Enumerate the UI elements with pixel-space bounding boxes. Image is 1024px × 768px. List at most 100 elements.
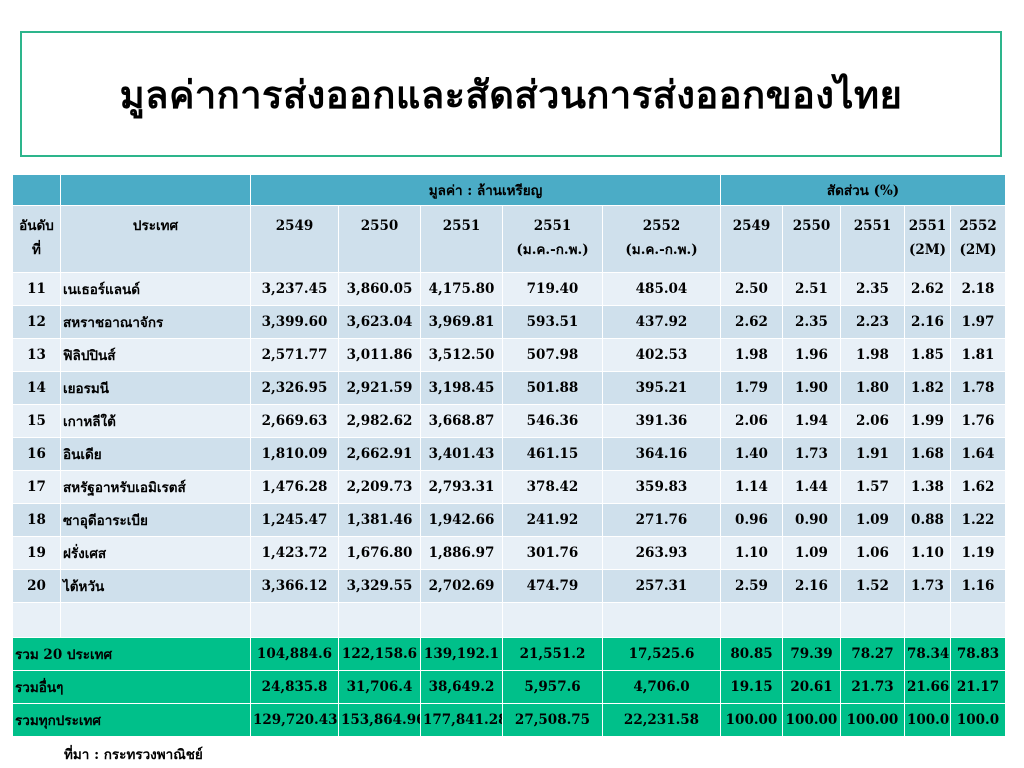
share-cell: 1.38 (904, 470, 951, 504)
share-cell: 1.57 (840, 470, 905, 504)
value-column-header: 2551 (420, 205, 503, 273)
value-cell: 1,676.80 (338, 536, 421, 570)
total-value-cell: 129,720.43 (250, 703, 339, 737)
value-cell: 1,423.72 (250, 536, 339, 570)
total-share-cell: 100.0 (949, 703, 1007, 737)
share-cell: 1.22 (949, 503, 1007, 537)
column-year: 2552 (642, 218, 681, 234)
total-value-cell: 31,706.4 (338, 670, 421, 704)
total-share-cell: 20.61 (782, 670, 841, 704)
value-cell: 1,886.97 (420, 536, 503, 570)
share-cell: 1.99 (904, 404, 951, 438)
rank-cell: 14 (12, 371, 61, 405)
column-header-row: อันดับที่ ประเทศ 2549 2550 2551 2551 (ม.ค.-ก.พ… (12, 205, 1007, 273)
share-cell: 1.10 (720, 536, 783, 570)
share-cell: 2.50 (720, 272, 783, 306)
share-cell: 1.98 (840, 338, 905, 372)
value-cell: 1,476.28 (250, 470, 339, 504)
value-cell: 395.21 (602, 371, 721, 405)
share-cell: 1.10 (904, 536, 951, 570)
share-cell: 0.96 (720, 503, 783, 537)
value-cell: 1,810.09 (250, 437, 339, 471)
value-cell: 4,175.80 (420, 272, 503, 306)
value-cell: 1,245.47 (250, 503, 339, 537)
rank-header-line: ที่ (32, 242, 41, 258)
share-cell: 1.82 (904, 371, 951, 405)
country-cell: ฝรั่งเศส (60, 536, 251, 570)
total-share-cell: 21.17 (949, 670, 1007, 704)
value-cell: 1,942.66 (420, 503, 503, 537)
empty-cell (782, 602, 841, 638)
total-value-cell: 104,884.6 (250, 637, 339, 671)
value-cell: 2,662.91 (338, 437, 421, 471)
column-year: 2550 (360, 218, 399, 234)
empty-cell (420, 602, 503, 638)
share-cell: 1.90 (782, 371, 841, 405)
rank-header-line: อันดับ (19, 218, 54, 234)
rank-cell: 18 (12, 503, 61, 537)
value-cell: 593.51 (502, 305, 603, 339)
share-cell: 1.06 (840, 536, 905, 570)
country-cell: ซาอุดีอาระเบีย (60, 503, 251, 537)
table-row: 11 เนเธอร์แลนด์ 3,237.45 3,860.05 4,175.80 71… (12, 272, 1007, 306)
value-cell: 3,512.50 (420, 338, 503, 372)
empty-cell (338, 602, 421, 638)
share-cell: 1.68 (904, 437, 951, 471)
value-cell: 241.92 (502, 503, 603, 537)
total-share-cell: 78.83 (949, 637, 1007, 671)
total-value-cell: 153,864.96 (338, 703, 421, 737)
value-cell: 437.92 (602, 305, 721, 339)
empty-cell (949, 602, 1007, 638)
total-value-cell: 4,706.0 (602, 670, 721, 704)
rank-cell: 15 (12, 404, 61, 438)
empty-cell (720, 602, 783, 638)
share-cell: 1.19 (949, 536, 1007, 570)
table-row: 12 สหราชอาณาจักร 3,399.60 3,623.04 3,969.81 5… (12, 305, 1007, 339)
value-cell: 546.36 (502, 404, 603, 438)
value-cell: 301.76 (502, 536, 603, 570)
empty-row (12, 602, 1007, 638)
empty-cell (904, 602, 951, 638)
column-year: 2549 (275, 218, 314, 234)
source-note: ที่มา : กระทรวงพาณิชย์ (64, 747, 203, 763)
share-cell: 1.80 (840, 371, 905, 405)
title-box: มูลค่าการส่งออกและสัดส่วนการส่งออกของไทย (20, 31, 1002, 157)
total-value-cell: 22,231.58 (602, 703, 721, 737)
share-cell: 1.52 (840, 569, 905, 603)
share-cell: 1.14 (720, 470, 783, 504)
value-column-header: 2549 (250, 205, 339, 273)
totals-label: รวมทุกประเทศ (12, 703, 251, 737)
share-cell: 1.44 (782, 470, 841, 504)
empty-cell (60, 602, 251, 638)
share-cell: 1.98 (720, 338, 783, 372)
share-cell: 1.09 (782, 536, 841, 570)
group-header-row: มูลค่า : ล้านเหรียญ สัดส่วน (%) (12, 174, 1007, 206)
total-share-cell: 79.39 (782, 637, 841, 671)
empty-cell (250, 602, 339, 638)
value-cell: 359.83 (602, 470, 721, 504)
total-share-cell: 19.15 (720, 670, 783, 704)
share-cell: 1.09 (840, 503, 905, 537)
value-column-header: 2551 (ม.ค.-ก.พ.) (502, 205, 603, 273)
rank-cell: 13 (12, 338, 61, 372)
column-sub: (ม.ค.-ก.พ.) (516, 242, 589, 258)
share-cell: 2.35 (782, 305, 841, 339)
column-sub: (ม.ค.-ก.พ.) (625, 242, 698, 258)
share-cell: 2.16 (904, 305, 951, 339)
total-value-cell: 24,835.8 (250, 670, 339, 704)
share-cell: 0.90 (782, 503, 841, 537)
country-cell: ฟิลิปปินส์ (60, 338, 251, 372)
value-cell: 3,329.55 (338, 569, 421, 603)
table-row: 13 ฟิลิปปินส์ 2,571.77 3,011.86 3,512.50 507.… (12, 338, 1007, 372)
total-value-cell: 139,192.1 (420, 637, 503, 671)
column-year: 2550 (792, 218, 831, 234)
empty-cell (840, 602, 905, 638)
total-share-cell: 100.00 (840, 703, 905, 737)
share-cell: 1.73 (904, 569, 951, 603)
share-cell: 2.51 (782, 272, 841, 306)
total-share-cell: 78.27 (840, 637, 905, 671)
share-column-header: 2551 (2M) (904, 205, 951, 273)
value-cell: 461.15 (502, 437, 603, 471)
country-header: ประเทศ (60, 205, 251, 273)
share-cell: 2.62 (904, 272, 951, 306)
